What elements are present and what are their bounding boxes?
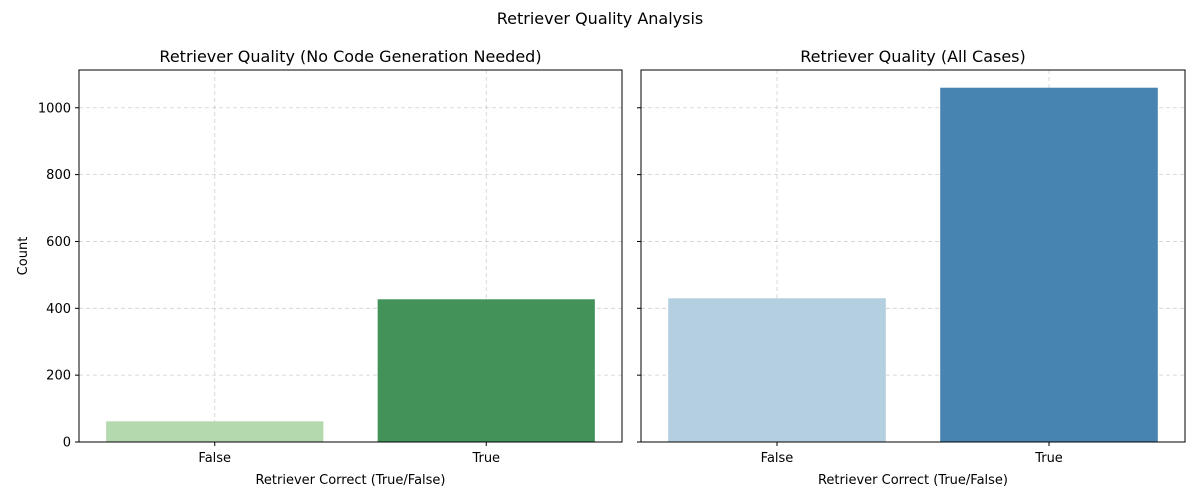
- subplot-no-code-generation: 0 200 400 600 800 1000 False True Retriever Qua…: [16, 47, 623, 488]
- plot-frame: [640, 69, 1186, 443]
- y-tick-label: 1000: [38, 101, 71, 116]
- bar-false: [106, 421, 324, 442]
- y-tick-label: 0: [63, 436, 71, 451]
- y-tick-label: 400: [46, 302, 71, 317]
- y-axis-label: Count: [16, 237, 31, 276]
- bar-false: [668, 298, 886, 442]
- plot-frame: [78, 69, 623, 443]
- figure-suptitle: Retriever Quality Analysis: [497, 9, 704, 28]
- bar-true: [940, 87, 1158, 442]
- x-axis-label: Retriever Correct (True/False): [818, 473, 1008, 488]
- y-tick-label: 200: [46, 369, 71, 384]
- y-tick-label: 800: [46, 168, 71, 183]
- x-axis-label: Retriever Correct (True/False): [255, 473, 445, 488]
- x-tick-label: True: [471, 451, 500, 466]
- x-tick-label: False: [761, 451, 794, 466]
- bar-true: [377, 299, 595, 442]
- subplot-all-cases: False True Retriever Quality (All Cases) …: [637, 47, 1186, 488]
- subplot-title: Retriever Quality (All Cases): [800, 47, 1026, 66]
- y-tick-label: 600: [46, 235, 71, 250]
- x-tick-label: False: [198, 451, 231, 466]
- subplot-title: Retriever Quality (No Code Generation Ne…: [159, 47, 541, 66]
- x-tick-label: True: [1034, 451, 1063, 466]
